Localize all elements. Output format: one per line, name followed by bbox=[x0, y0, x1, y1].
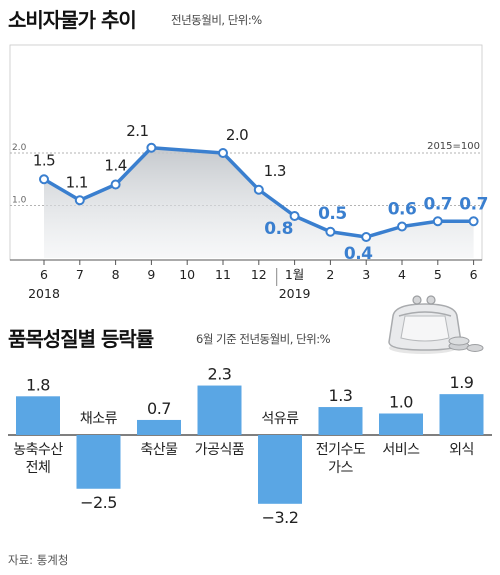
data-label: 0.5 bbox=[318, 204, 347, 224]
series-line bbox=[43, 146, 474, 239]
bar-value-label: 1.9 bbox=[450, 373, 474, 392]
x-tick-label: 12 bbox=[251, 267, 267, 282]
bar-value-label: 1.0 bbox=[389, 393, 413, 412]
bar-category-label: 서비스 bbox=[382, 442, 420, 458]
bar bbox=[197, 385, 242, 435]
bar bbox=[318, 407, 363, 435]
data-point bbox=[325, 226, 336, 237]
bar-category-label: 채소류 bbox=[80, 411, 118, 427]
x-tick-label: 7 bbox=[76, 267, 84, 282]
bar bbox=[16, 396, 60, 435]
bar bbox=[379, 413, 423, 435]
coin-purse-icon bbox=[388, 295, 484, 354]
bar-category-label: 농축수산 bbox=[13, 442, 63, 458]
bar-category-label: 가공식품 bbox=[195, 442, 245, 458]
y-tick-label: 2.0 bbox=[12, 143, 27, 153]
bar bbox=[258, 435, 302, 504]
line-chart: 2.0 1.0 2015=100 1.5 1.1 1.42.1 2.0 1.3 0.8 0.5 0.… bbox=[9, 44, 488, 301]
bar-category-label: 전기수도 bbox=[316, 442, 366, 458]
line-chart-subtitle: 전년동월비, 단위:% bbox=[171, 13, 262, 27]
data-label: 1.1 bbox=[66, 173, 88, 191]
data-point bbox=[253, 184, 264, 195]
bar-category-label: 전체 bbox=[26, 460, 51, 476]
data-label: 1.5 bbox=[33, 151, 55, 169]
data-point bbox=[432, 216, 443, 227]
x-tick-label: 6 bbox=[470, 267, 478, 282]
x-tick-label: 8 bbox=[112, 267, 120, 282]
data-label: 0.7 bbox=[423, 194, 452, 214]
data-label: 0.7 bbox=[459, 194, 488, 214]
base-year-note: 2015=100 bbox=[427, 141, 480, 152]
bar bbox=[439, 394, 484, 435]
bar-category-label: 외식 bbox=[449, 442, 474, 458]
data-point bbox=[110, 179, 121, 190]
bar-category-label: 축산물 bbox=[140, 442, 178, 458]
bar-category-label: 석유류 bbox=[261, 411, 299, 427]
data-point bbox=[361, 232, 372, 242]
bar-value-label: 1.8 bbox=[26, 375, 50, 394]
data-point bbox=[218, 148, 228, 158]
bar-value-label: −3.2 bbox=[262, 508, 299, 527]
bar-value-label: 1.3 bbox=[329, 386, 353, 405]
x-tick-label: 4 bbox=[398, 267, 406, 282]
data-point bbox=[468, 216, 479, 227]
bar bbox=[137, 419, 181, 435]
x-tick-label: 3 bbox=[362, 267, 370, 282]
source-note: 자료: 통계청 bbox=[8, 553, 69, 567]
data-label: 2.0 bbox=[226, 126, 248, 144]
x-tick-label: 6 bbox=[40, 267, 48, 282]
bar-value-label: 0.7 bbox=[147, 399, 171, 418]
x-tick-label: 10 bbox=[179, 267, 195, 282]
x-tick-label: 1월 bbox=[285, 267, 304, 282]
data-point bbox=[39, 174, 49, 185]
x-tick-label: 9 bbox=[147, 267, 155, 282]
year-label: 2018 bbox=[28, 286, 60, 301]
bar-value-label: 2.3 bbox=[208, 365, 232, 384]
data-label: 0.6 bbox=[388, 200, 417, 220]
data-point bbox=[74, 195, 85, 206]
data-label: 2.1 bbox=[126, 122, 148, 140]
bar-category-label: 가스 bbox=[328, 460, 353, 476]
line-chart-title: 소비자물가 추이 bbox=[8, 8, 137, 32]
bar-chart-subtitle: 6월 기준 전년동월비, 단위:% bbox=[196, 332, 331, 346]
year-label: 2019 bbox=[279, 286, 311, 301]
x-tick-label: 5 bbox=[434, 267, 442, 282]
bar-value-label: −2.5 bbox=[80, 493, 117, 512]
x-tick-label: 11 bbox=[215, 267, 231, 282]
data-point bbox=[146, 142, 157, 153]
data-point bbox=[397, 221, 407, 232]
y-tick-label: 1.0 bbox=[12, 196, 27, 206]
data-label: 1.4 bbox=[104, 157, 126, 175]
bar-chart-title: 품목성질별 등락률 bbox=[8, 327, 154, 351]
area-fill bbox=[44, 147, 474, 258]
data-label: 0.8 bbox=[264, 219, 293, 239]
data-label: 1.3 bbox=[264, 162, 286, 180]
x-tick-label: 2 bbox=[326, 267, 334, 282]
data-label: 0.4 bbox=[344, 244, 373, 264]
data-point bbox=[289, 211, 300, 221]
bar bbox=[76, 435, 121, 489]
